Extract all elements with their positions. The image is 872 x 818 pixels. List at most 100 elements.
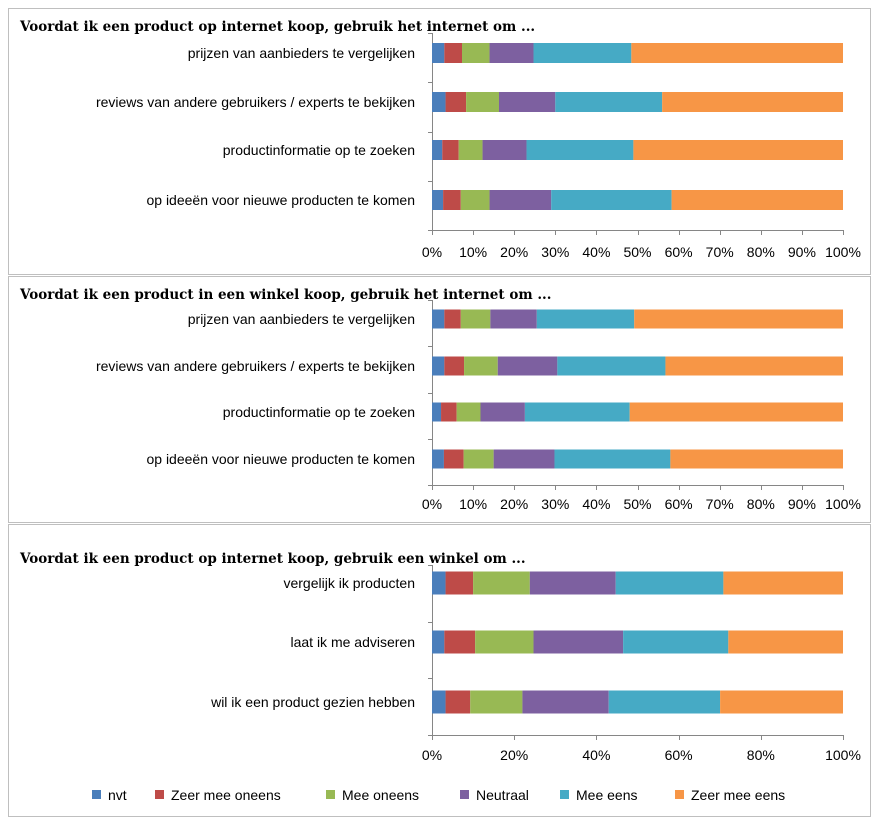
tick-label-90: 90% bbox=[788, 496, 816, 512]
bar-segment-zeer-mee-eens bbox=[720, 690, 843, 714]
category-label: productinformatie op te zoeken bbox=[223, 142, 415, 158]
legend-swatch-nvt bbox=[92, 790, 101, 799]
tick-label-60: 60% bbox=[665, 496, 693, 512]
bar-segment-mee-eens bbox=[536, 309, 635, 329]
bar-segment-mee-oneens bbox=[464, 356, 498, 376]
bar-segment-zeer-mee-oneens bbox=[444, 356, 465, 376]
bar-segment-neutraal bbox=[497, 356, 558, 376]
tick-label-20: 20% bbox=[500, 747, 528, 763]
bar-segment-mee-oneens bbox=[456, 402, 481, 422]
tick-label-40: 40% bbox=[582, 747, 610, 763]
legend-label-mee-oneens: Mee oneens bbox=[342, 787, 419, 803]
category-label: op ideeën voor nieuwe producten te komen bbox=[146, 192, 415, 208]
tick-label-70: 70% bbox=[706, 496, 734, 512]
chart-panel-3: Voordat ik een product op internet koop,… bbox=[8, 524, 871, 817]
tick-label-30: 30% bbox=[541, 244, 569, 260]
legend-label-mee-eens: Mee eens bbox=[576, 787, 637, 803]
tick-label-40: 40% bbox=[582, 244, 610, 260]
tick-label-30: 30% bbox=[541, 496, 569, 512]
bar-segment-zeer-mee-oneens bbox=[444, 309, 461, 329]
bar-segment-mee-oneens bbox=[475, 630, 534, 654]
bar-segment-mee-oneens bbox=[458, 140, 483, 160]
bar-segment-nvt bbox=[432, 449, 444, 469]
bar-segment-neutraal bbox=[480, 402, 525, 422]
legend-swatch-zeer-mee-oneens bbox=[155, 790, 164, 799]
bar-segment-zeer-mee-eens bbox=[723, 571, 843, 595]
category-label: wil ik een product gezien hebben bbox=[210, 694, 415, 710]
bar-segment-mee-eens bbox=[551, 190, 672, 210]
bar-segment-mee-oneens bbox=[473, 571, 530, 595]
bar-segment-nvt bbox=[432, 43, 445, 63]
legend-label-neutraal: Neutraal bbox=[476, 787, 529, 803]
chart-title: Voordat ik een product op internet koop,… bbox=[19, 19, 535, 35]
chart-legend: nvt Zeer mee oneens Mee oneens Neutraal … bbox=[92, 787, 785, 803]
category-label: prijzen van aanbieders te vergelijken bbox=[188, 311, 415, 327]
bar-segment-nvt bbox=[432, 356, 445, 376]
chart-frame bbox=[8, 524, 871, 817]
bar-segment-neutraal bbox=[493, 449, 555, 469]
bar-segment-neutraal bbox=[489, 43, 534, 63]
bar-segment-mee-eens bbox=[533, 43, 632, 63]
chart-panel-2: Voordat ik een product in een winkel koo… bbox=[8, 276, 871, 523]
legend-label-nvt: nvt bbox=[108, 787, 127, 803]
tick-label-60: 60% bbox=[665, 244, 693, 260]
tick-label-0: 0% bbox=[422, 496, 442, 512]
bar-segment-mee-eens bbox=[524, 402, 630, 422]
bar-segment-neutraal bbox=[482, 140, 527, 160]
bar-segment-zeer-mee-oneens bbox=[445, 571, 474, 595]
tick-label-20: 20% bbox=[500, 244, 528, 260]
bar-segment-neutraal bbox=[522, 690, 609, 714]
bar-segment-nvt bbox=[432, 309, 445, 329]
tick-label-0: 0% bbox=[422, 244, 442, 260]
bar-segment-nvt bbox=[432, 630, 445, 654]
legend-label-zeer-mee-eens: Zeer mee eens bbox=[691, 787, 785, 803]
bar-segment-neutraal bbox=[529, 571, 616, 595]
bar-segment-zeer-mee-oneens bbox=[443, 449, 464, 469]
bar-segment-nvt bbox=[432, 140, 443, 160]
bar-segment-zeer-mee-eens bbox=[634, 309, 843, 329]
tick-label-10: 10% bbox=[459, 496, 487, 512]
bar-segment-zeer-mee-eens bbox=[665, 356, 843, 376]
legend-swatch-mee-eens bbox=[560, 790, 569, 799]
category-label: vergelijk ik producten bbox=[283, 575, 415, 591]
tick-label-100: 100% bbox=[825, 496, 861, 512]
bar-segment-zeer-mee-eens bbox=[670, 449, 843, 469]
bar-segment-neutraal bbox=[490, 309, 537, 329]
tick-label-20: 20% bbox=[500, 496, 528, 512]
legend-swatch-zeer-mee-eens bbox=[675, 790, 684, 799]
legend-swatch-mee-oneens bbox=[326, 790, 335, 799]
tick-label-100: 100% bbox=[825, 244, 861, 260]
tick-label-80: 80% bbox=[747, 244, 775, 260]
bar-segment-zeer-mee-eens bbox=[728, 630, 843, 654]
bar-segment-nvt bbox=[432, 402, 442, 422]
tick-label-10: 10% bbox=[459, 244, 487, 260]
category-label: productinformatie op te zoeken bbox=[223, 404, 415, 420]
tick-label-50: 50% bbox=[623, 244, 651, 260]
bar-segment-neutraal bbox=[533, 630, 624, 654]
bar-segment-zeer-mee-oneens bbox=[443, 190, 461, 210]
bar-segment-zeer-mee-eens bbox=[633, 140, 843, 160]
tick-label-80: 80% bbox=[747, 747, 775, 763]
category-label: prijzen van aanbieders te vergelijken bbox=[188, 45, 415, 61]
bar-segment-zeer-mee-eens bbox=[629, 402, 843, 422]
bar-segment-neutraal bbox=[498, 92, 556, 112]
legend-label-zeer-mee-oneens: Zeer mee oneens bbox=[171, 787, 281, 803]
bar-segment-zeer-mee-oneens bbox=[444, 630, 476, 654]
chart-frame bbox=[8, 8, 871, 275]
bar-segment-zeer-mee-eens bbox=[662, 92, 843, 112]
tick-label-0: 0% bbox=[422, 747, 442, 763]
bar-segment-mee-eens bbox=[555, 92, 663, 112]
bar-segment-mee-oneens bbox=[460, 190, 490, 210]
category-label: laat ik me adviseren bbox=[290, 634, 415, 650]
bar-segment-mee-oneens bbox=[463, 449, 494, 469]
bar-segment-zeer-mee-oneens bbox=[442, 140, 459, 160]
bar-segment-mee-eens bbox=[554, 449, 671, 469]
bar-segment-nvt bbox=[432, 690, 446, 714]
legend-swatch-neutraal bbox=[460, 790, 469, 799]
bar-segment-zeer-mee-eens bbox=[671, 190, 843, 210]
bar-segment-mee-oneens bbox=[466, 92, 499, 112]
tick-label-90: 90% bbox=[788, 244, 816, 260]
bar-segment-mee-eens bbox=[623, 630, 729, 654]
tick-label-80: 80% bbox=[747, 496, 775, 512]
tick-label-40: 40% bbox=[582, 496, 610, 512]
